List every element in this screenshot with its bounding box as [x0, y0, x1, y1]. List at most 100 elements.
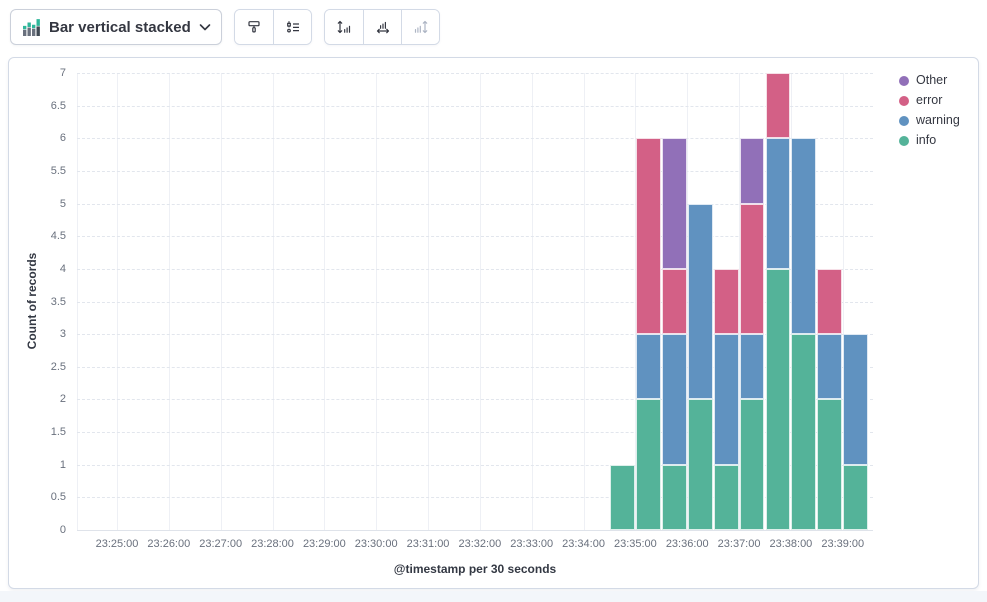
bar-segment-warning[interactable] — [843, 334, 869, 465]
bar-segment-error[interactable] — [713, 268, 739, 335]
horizontal-gridline — [77, 170, 873, 172]
y-tick-label: 5 — [59, 197, 66, 210]
legend-color-dot — [899, 135, 909, 146]
y-tick-label: 7 — [59, 67, 66, 79]
y-tick-label: 6 — [59, 132, 66, 145]
legend-label: warning — [916, 113, 960, 127]
bar-segment-warning[interactable] — [791, 138, 817, 335]
x-tick-label: 23:29:00 — [302, 538, 346, 550]
x-tick-label: 23:25:00 — [95, 538, 139, 550]
legend-item-warning[interactable]: warning — [899, 114, 960, 127]
horizontal-gridline — [77, 105, 873, 107]
bar-segment-info[interactable] — [713, 464, 739, 530]
axis-settings-button-group — [324, 9, 440, 45]
bar-segment-Other[interactable] — [661, 138, 687, 269]
x-tick-label: 23:33:00 — [510, 538, 554, 550]
horizontal-gridline — [77, 301, 873, 303]
right-axis-button — [401, 10, 439, 44]
legend-label: info — [916, 133, 937, 147]
x-tick-label: 23:39:00 — [821, 538, 865, 550]
horizontal-gridline — [77, 399, 873, 401]
bar-segment-error[interactable] — [817, 268, 843, 335]
bottom-axis-button[interactable] — [363, 10, 401, 44]
y-tick-label: 3.5 — [50, 295, 66, 308]
y-tick-label: 0 — [59, 524, 66, 536]
chart-toolbar: Bar vertical stacked — [0, 0, 987, 54]
x-tick-label: 23:26:00 — [147, 538, 191, 550]
bar-segment-info[interactable] — [791, 334, 817, 530]
bar-segment-error[interactable] — [739, 203, 765, 335]
bar-segment-warning[interactable] — [765, 138, 791, 269]
legend-item-Other[interactable]: Other — [899, 74, 960, 87]
bar-segment-info[interactable] — [765, 268, 791, 530]
stacked-bar-chart-icon — [23, 18, 41, 36]
bar-segment-warning[interactable] — [687, 203, 713, 400]
x-tick-label: 23:37:00 — [717, 538, 761, 550]
y-tick-label: 0.5 — [50, 491, 66, 504]
x-tick-label: 23:34:00 — [562, 538, 605, 550]
bar-segment-warning[interactable] — [739, 334, 765, 400]
legend-list-icon — [285, 19, 301, 35]
bar-segment-error[interactable] — [635, 138, 661, 335]
horizontal-gridline — [77, 138, 873, 140]
chart-type-switcher[interactable]: Bar vertical stacked — [10, 9, 222, 45]
bar-segment-warning[interactable] — [635, 334, 661, 400]
horizontal-gridline — [77, 497, 873, 499]
x-axis-title: @timestamp per 30 seconds — [393, 562, 557, 576]
chevron-down-icon — [199, 23, 211, 32]
bar-segment-info[interactable] — [739, 399, 765, 530]
legend-color-dot — [899, 95, 909, 106]
horizontal-gridline — [77, 464, 873, 466]
page-background-strip — [0, 591, 987, 602]
y-tick-label: 4.5 — [50, 230, 66, 243]
x-tick-label: 23:38:00 — [769, 538, 813, 550]
x-tick-label: 23:35:00 — [613, 538, 657, 550]
x-tick-label: 23:32:00 — [458, 538, 502, 550]
y-tick-label: 2.5 — [50, 360, 66, 373]
bar-segment-warning[interactable] — [713, 334, 739, 465]
legend-color-dot — [899, 75, 909, 86]
bar-segment-warning[interactable] — [661, 334, 687, 465]
legend-label: error — [916, 93, 943, 107]
bar-segment-error[interactable] — [765, 73, 791, 139]
legend-item-info[interactable]: info — [899, 134, 960, 147]
horizontal-gridline — [77, 366, 873, 368]
bar-segment-info[interactable] — [609, 464, 635, 530]
y-tick-label: 3 — [59, 328, 66, 341]
x-tick-label: 23:30:00 — [354, 538, 398, 550]
y-tick-label: 2 — [59, 393, 66, 406]
y-tick-label: 1 — [59, 458, 66, 471]
legend-label: Other — [916, 73, 948, 87]
chart-legend: Other error warning info — [899, 74, 960, 147]
bar-segment-info[interactable] — [635, 399, 661, 530]
visual-options-button[interactable] — [235, 10, 273, 44]
right-axis-icon — [413, 19, 429, 35]
horizontal-gridline — [77, 203, 873, 205]
horizontal-gridline — [77, 73, 873, 74]
legend-color-dot — [899, 115, 909, 126]
paint-roller-icon — [246, 19, 262, 35]
x-axis-line — [77, 530, 873, 531]
bar-segment-info[interactable] — [843, 464, 869, 530]
bar-segment-info[interactable] — [817, 399, 843, 530]
x-tick-label: 23:31:00 — [406, 538, 450, 550]
left-axis-button[interactable] — [325, 10, 363, 44]
chart-options-button-group — [234, 9, 312, 45]
legend-item-error[interactable]: error — [899, 94, 960, 107]
y-tick-label: 6.5 — [50, 99, 66, 112]
legend-settings-button[interactable] — [273, 10, 311, 44]
chart-type-label: Bar vertical stacked — [49, 18, 191, 36]
chart-panel: Count of records @timestamp per 30 secon… — [8, 57, 979, 589]
y-tick-label: 4 — [59, 262, 66, 275]
x-tick-label: 23:28:00 — [251, 538, 294, 550]
bar-segment-warning[interactable] — [817, 334, 843, 400]
bar-segment-Other[interactable] — [739, 138, 765, 204]
x-tick-label: 23:36:00 — [665, 538, 709, 550]
y-tick-label: 5.5 — [50, 164, 66, 177]
horizontal-gridline — [77, 268, 873, 270]
bar-segment-info[interactable] — [661, 464, 687, 530]
x-tick-label: 23:27:00 — [199, 538, 243, 550]
bar-segment-info[interactable] — [687, 399, 713, 530]
bar-segment-error[interactable] — [661, 268, 687, 335]
horizontal-gridline — [77, 334, 873, 336]
